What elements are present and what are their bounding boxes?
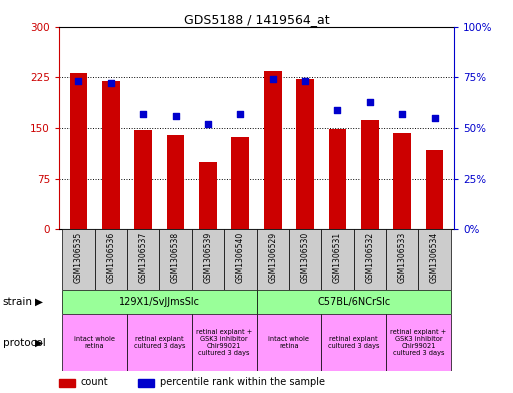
Bar [419,229,451,290]
Bar [59,379,75,387]
Title: GDS5188 / 1419564_at: GDS5188 / 1419564_at [184,13,329,26]
Text: intact whole
retina: intact whole retina [268,336,309,349]
Text: C57BL/6NCrSlc: C57BL/6NCrSlc [317,297,390,307]
Bar [62,229,94,290]
Bar [289,229,321,290]
Point [269,76,277,83]
Point [430,115,439,121]
Bar [192,229,224,290]
Bar [386,229,419,290]
Point [204,121,212,127]
Bar [127,229,160,290]
Bar [386,314,451,371]
Text: retinal explant +
GSK3 inhibitor
Chir99021
cultured 3 days: retinal explant + GSK3 inhibitor Chir990… [390,329,446,356]
Text: ▶: ▶ [34,338,43,348]
Bar [256,229,289,290]
Bar [62,290,256,314]
Bar [328,129,346,229]
Text: retinal explant
cultured 3 days: retinal explant cultured 3 days [328,336,380,349]
Bar [256,290,451,314]
Text: GSM1306540: GSM1306540 [236,231,245,283]
Text: GSM1306539: GSM1306539 [204,231,212,283]
Text: GSM1306534: GSM1306534 [430,231,439,283]
Text: strain: strain [3,297,32,307]
Text: GSM1306537: GSM1306537 [139,231,148,283]
Text: GSM1306529: GSM1306529 [268,231,277,283]
Bar [426,149,443,229]
Bar [70,73,87,229]
Bar [321,314,386,371]
Text: protocol: protocol [3,338,45,348]
Point [171,113,180,119]
Bar [62,314,127,371]
Bar [393,133,411,229]
Bar [138,379,154,387]
Bar [264,71,282,229]
Text: GSM1306533: GSM1306533 [398,231,407,283]
Text: retinal explant
cultured 3 days: retinal explant cultured 3 days [133,336,185,349]
Text: GSM1306531: GSM1306531 [333,231,342,283]
Point [236,110,244,117]
Bar [231,137,249,229]
Bar [224,229,256,290]
Bar [127,314,192,371]
Bar [94,229,127,290]
Bar [134,130,152,229]
Bar [361,120,379,229]
Point [107,80,115,86]
Point [366,99,374,105]
Point [74,78,83,84]
Text: 129X1/SvJJmsSlc: 129X1/SvJJmsSlc [119,297,200,307]
Text: count: count [81,377,108,387]
Bar [199,162,217,229]
Text: GSM1306535: GSM1306535 [74,231,83,283]
Bar [102,81,120,229]
Text: GSM1306532: GSM1306532 [365,231,374,283]
Text: retinal explant +
GSK3 inhibitor
Chir99021
cultured 3 days: retinal explant + GSK3 inhibitor Chir990… [196,329,252,356]
Point [301,78,309,84]
Bar [256,314,321,371]
Bar [192,314,256,371]
Point [398,110,406,117]
Point [139,110,147,117]
Bar [160,229,192,290]
Bar [353,229,386,290]
Text: ▶: ▶ [34,297,43,307]
Text: GSM1306536: GSM1306536 [106,231,115,283]
Text: GSM1306538: GSM1306538 [171,231,180,283]
Bar [321,229,353,290]
Text: intact whole
retina: intact whole retina [74,336,115,349]
Text: percentile rank within the sample: percentile rank within the sample [160,377,325,387]
Text: GSM1306530: GSM1306530 [301,231,309,283]
Point [333,107,342,113]
Bar [167,135,185,229]
Bar [296,79,314,229]
